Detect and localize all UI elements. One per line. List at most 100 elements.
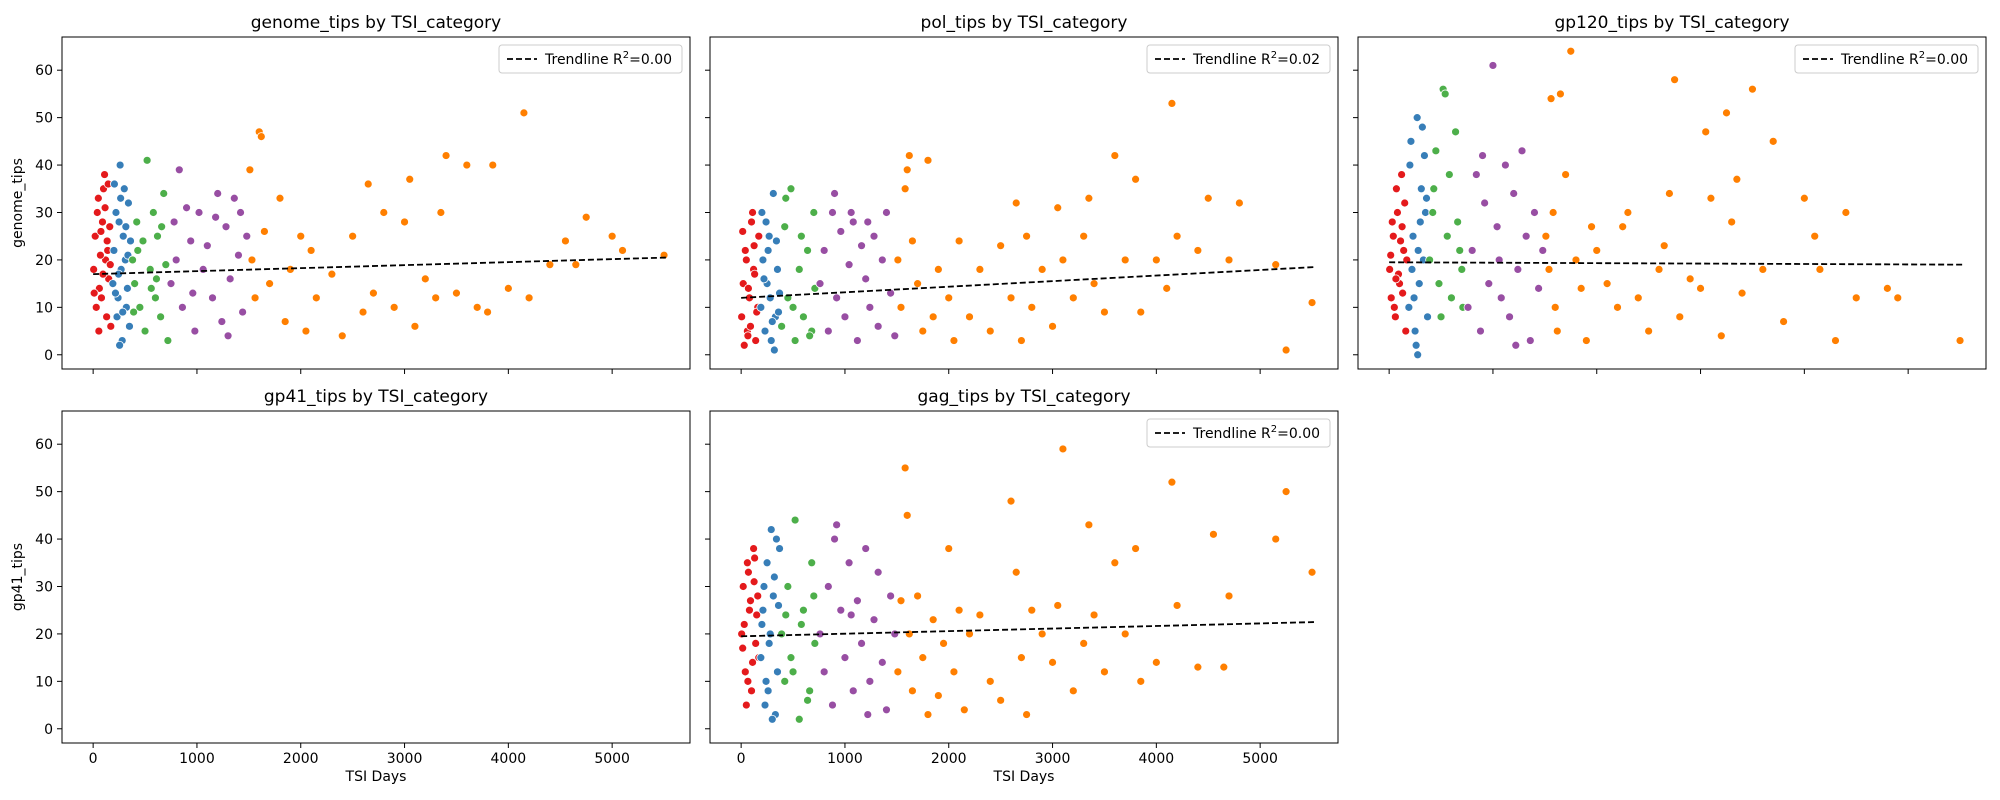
scatter-point-gt1500 xyxy=(1058,444,1068,454)
scatter-point-180to365 xyxy=(112,312,122,322)
scatter-point-730to1500 xyxy=(234,250,243,260)
scatter-point-gt1500 xyxy=(389,302,399,312)
scatter-point-gt1500 xyxy=(965,312,974,322)
legend-label: Trendline R2=0.00 xyxy=(1192,424,1320,442)
scatter-point-gt1500 xyxy=(896,596,906,606)
scatter-point-gt1500 xyxy=(1136,676,1146,686)
x-tick-label: 2000 xyxy=(931,751,967,767)
scatter-point-730to1500 xyxy=(865,302,875,312)
scatter-point-gt1500 xyxy=(933,264,943,274)
scatter-point-180to365 xyxy=(1421,208,1430,217)
scatter-point-lt180 xyxy=(751,639,761,648)
scatter-point-gt1500 xyxy=(1271,260,1281,270)
scatter-point-365to730 xyxy=(794,264,804,274)
scatter-point-gt1500 xyxy=(1110,558,1120,568)
scatter-point-gt1500 xyxy=(1644,326,1654,336)
scatter-point-gt1500 xyxy=(949,667,959,677)
scatter-point-730to1500 xyxy=(1511,340,1521,350)
scatter-point-180to365 xyxy=(1404,302,1414,312)
scatter-point-gt1500 xyxy=(1120,629,1130,639)
scatter-point-365to730 xyxy=(146,283,156,293)
scatter-point-730to1500 xyxy=(886,591,896,601)
scatter-point-730to1500 xyxy=(202,241,212,251)
scatter-point-180to365 xyxy=(125,321,134,331)
scatter-point-lt180 xyxy=(97,293,106,303)
scatter-point-gt1500 xyxy=(928,312,938,322)
scatter-point-gt1500 xyxy=(902,165,912,175)
scatter-point-730to1500 xyxy=(844,558,854,568)
scatter-point-365to730 xyxy=(788,302,798,312)
scatter-point-365to730 xyxy=(1453,217,1463,227)
scatter-point-730to1500 xyxy=(882,208,891,217)
scatter-point-730to1500 xyxy=(1467,246,1477,255)
scatter-point-lt180 xyxy=(753,591,763,601)
scatter-point-gt1500 xyxy=(900,184,910,194)
scatter-point-gt1500 xyxy=(311,293,321,303)
scatter-point-180to365 xyxy=(1413,246,1423,255)
scatter-point-gt1500 xyxy=(985,326,995,336)
scatter-point-180to365 xyxy=(774,601,783,610)
y-tick-label: 30 xyxy=(35,205,53,221)
scatter-point-lt180 xyxy=(106,321,116,331)
scatter-point-gt1500 xyxy=(1151,255,1161,265)
scatter-point-lt180 xyxy=(744,283,753,293)
scatter-point-180to365 xyxy=(765,293,775,303)
scatter-point-lt180 xyxy=(745,605,754,615)
scatter-point-gt1500 xyxy=(1701,127,1711,137)
scatter-point-lt180 xyxy=(742,558,752,568)
scatter-point-730to1500 xyxy=(186,236,196,246)
scatter-point-lt180 xyxy=(90,231,100,241)
scatter-point-gt1500 xyxy=(1084,520,1094,530)
scatter-point-180to365 xyxy=(116,193,126,203)
scatter-point-gt1500 xyxy=(928,615,938,625)
scatter-point-730to1500 xyxy=(819,246,829,255)
scatter-point-gt1500 xyxy=(1779,317,1788,326)
scatter-point-gt1500 xyxy=(1167,99,1177,108)
scatter-point-180to365 xyxy=(772,236,781,246)
scatter-point-lt180 xyxy=(94,326,104,336)
scatter-point-gt1500 xyxy=(280,317,290,326)
scatter-point-730to1500 xyxy=(1496,293,1506,303)
scatter-point-lt180 xyxy=(748,208,757,217)
scatter-point-730to1500 xyxy=(169,217,179,227)
plot-frame xyxy=(1357,36,1987,370)
scatter-point-730to1500 xyxy=(852,336,862,345)
scatter-point-gt1500 xyxy=(1017,653,1026,663)
y-tick-label: 30 xyxy=(35,579,53,595)
scatter-point-180to365 xyxy=(765,629,775,639)
scatter-point-gt1500 xyxy=(607,231,617,241)
scatter-point-gt1500 xyxy=(358,307,368,317)
scatter-point-180to365 xyxy=(111,208,121,217)
scatter-point-gt1500 xyxy=(483,307,492,317)
scatter-point-365to730 xyxy=(781,193,791,203)
scatter-point-gt1500 xyxy=(488,160,498,170)
scatter-point-gt1500 xyxy=(1831,336,1840,345)
scatter-point-365to730 xyxy=(809,591,819,601)
scatter-point-lt180 xyxy=(747,217,756,227)
scatter-point-730to1500 xyxy=(178,302,187,312)
scatter-point-gt1500 xyxy=(1281,487,1291,497)
scatter-point-365to730 xyxy=(148,208,158,217)
scatter-point-365to730 xyxy=(780,676,790,686)
subplot-title: pol_tips by TSI_category xyxy=(921,13,1128,33)
scatter-point-730to1500 xyxy=(873,567,883,577)
scatter-point-gt1500 xyxy=(1006,496,1016,506)
scatter-point-gt1500 xyxy=(503,283,513,293)
scatter-point-lt180 xyxy=(741,255,751,265)
scatter-point-lt180 xyxy=(749,241,759,251)
scatter-point-180to365 xyxy=(1417,122,1427,132)
x-axis-label: TSI Days xyxy=(345,769,407,785)
scatter-point-gt1500 xyxy=(1048,657,1057,667)
scatter-point-gt1500 xyxy=(265,279,275,289)
scatter-point-gt1500 xyxy=(1685,274,1695,284)
scatter-point-365to730 xyxy=(805,686,815,696)
scatter-point-365to730 xyxy=(1440,89,1450,99)
scatter-point-gt1500 xyxy=(1053,601,1063,610)
scatter-point-lt180 xyxy=(1401,326,1411,336)
scatter-point-180to365 xyxy=(761,217,771,227)
scatter-point-180to365 xyxy=(111,288,120,298)
scatter-point-730to1500 xyxy=(1484,279,1494,289)
scatter-point-lt180 xyxy=(740,667,750,677)
scatter-point-180to365 xyxy=(775,544,784,553)
y-tick-label: 50 xyxy=(35,111,53,127)
